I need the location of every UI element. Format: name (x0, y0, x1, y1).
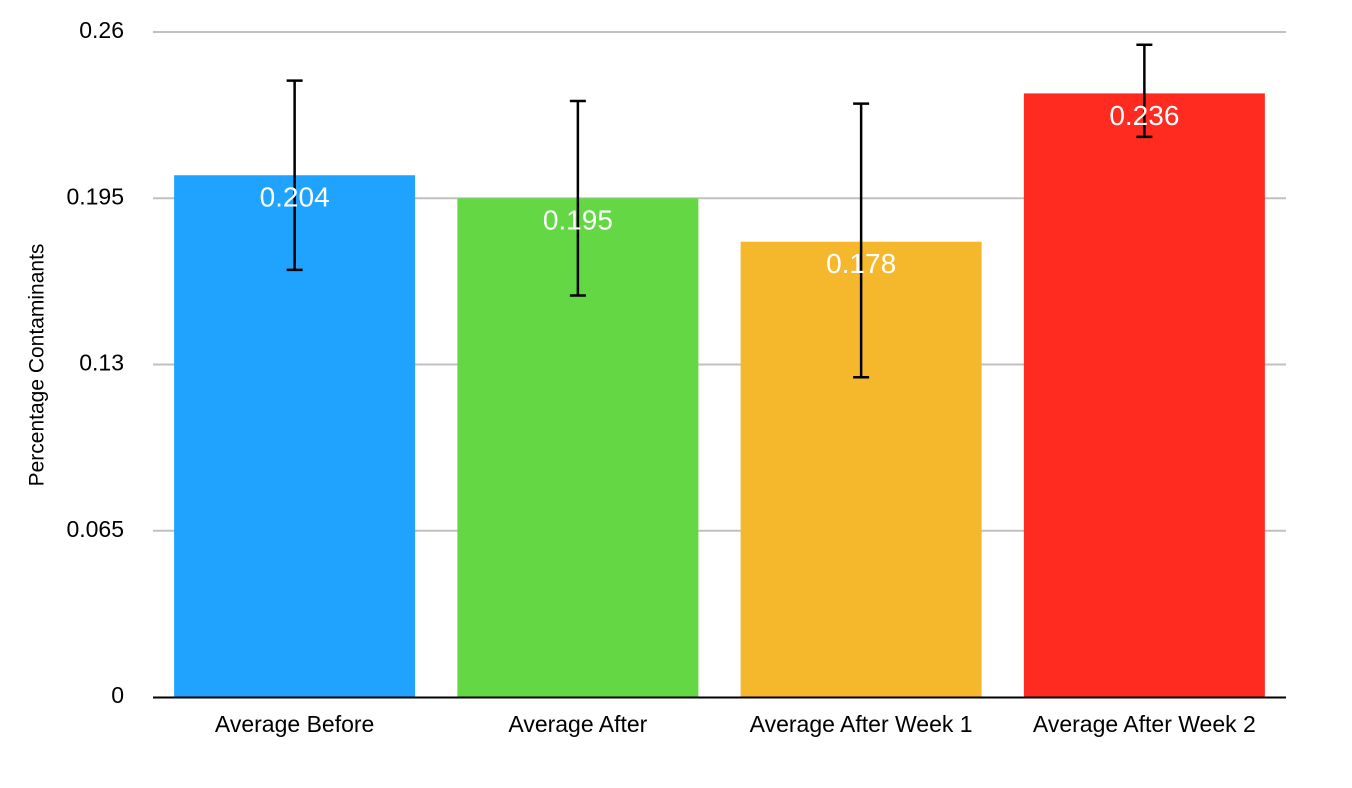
x-tick-labels: Average Before Average After Average After… (215, 711, 1256, 737)
error-bar (1136, 43, 1153, 139)
y-tick-label: 0.195 (66, 183, 124, 209)
bars (174, 93, 1265, 697)
y-axis-title: Percentage Contaminants (26, 244, 49, 487)
x-tick-label: Average After Week 2 (1033, 711, 1256, 737)
data-label: 0.236 (1109, 100, 1179, 131)
data-label: 0.204 (260, 182, 330, 213)
y-tick-labels: 0 0.065 0.13 0.195 0.26 (66, 17, 124, 708)
error-bar (286, 79, 303, 272)
y-tick-label: 0.13 (79, 350, 124, 376)
x-tick-label: Average After Week 1 (750, 711, 973, 737)
data-labels: 0.204 0.195 0.178 0.236 (260, 100, 1180, 279)
x-tick-label: Average After (508, 711, 647, 737)
x-tick-label: Average Before (215, 711, 374, 737)
y-tick-label: 0.26 (79, 17, 124, 43)
y-tick-label: 0.065 (66, 516, 124, 542)
y-tick-label: 0 (111, 682, 124, 708)
error-bar (569, 99, 586, 297)
error-bar (853, 102, 870, 379)
data-label: 0.178 (826, 248, 896, 279)
bar (1023, 93, 1265, 697)
data-label: 0.195 (543, 205, 613, 236)
error-bars (286, 43, 1153, 379)
